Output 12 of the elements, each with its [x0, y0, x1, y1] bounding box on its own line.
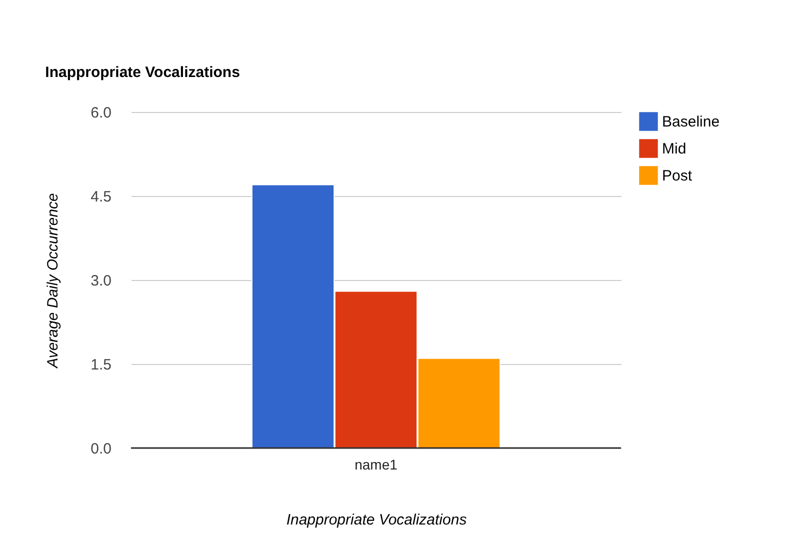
y-tick-label: 0.0: [90, 440, 112, 458]
legend-label: Mid: [662, 140, 686, 158]
y-axis-title: Average Daily Occurrence: [44, 193, 62, 369]
x-axis-title: Inappropriate Vocalizations: [286, 512, 468, 528]
chart-title: Inappropriate Vocalizations: [45, 64, 240, 81]
legend-label: Post: [662, 168, 693, 184]
legend-label: Baseline: [662, 114, 720, 130]
x-tick-label: name1: [354, 456, 398, 472]
y-tick-label: 1.5: [90, 356, 112, 374]
y-tick-label: 6.0: [90, 104, 112, 122]
y-tick-label: 3.0: [90, 272, 112, 290]
y-tick-label: 4.5: [90, 188, 112, 206]
